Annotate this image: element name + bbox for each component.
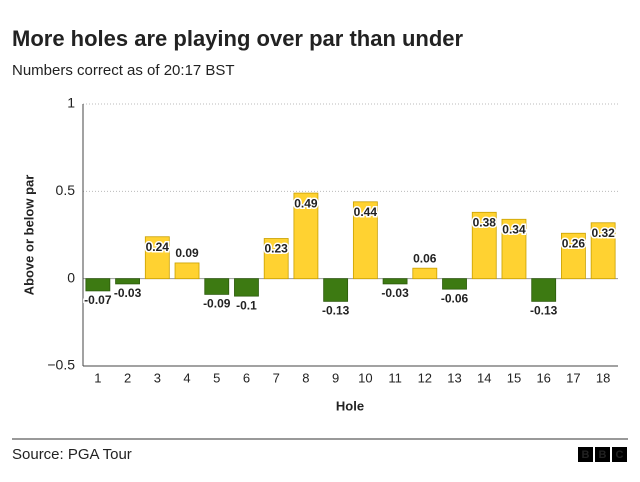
y-tick-label: 1 bbox=[67, 95, 75, 111]
logo-box bbox=[595, 447, 610, 462]
bar bbox=[501, 218, 527, 280]
x-tick-label: 1 bbox=[94, 370, 101, 385]
x-tick-label: 2 bbox=[124, 370, 131, 385]
bar bbox=[382, 278, 408, 285]
data-label: -0.09 bbox=[203, 297, 231, 311]
x-tick-label: 11 bbox=[388, 370, 402, 385]
data-label: -0.06 bbox=[441, 291, 469, 305]
logo-box bbox=[612, 447, 627, 462]
data-label: -0.1 bbox=[236, 298, 257, 312]
bar bbox=[204, 278, 230, 295]
x-axis-label: Hole bbox=[336, 398, 364, 413]
data-label: -0.13 bbox=[322, 304, 350, 318]
bar bbox=[323, 278, 349, 302]
x-tick-label: 12 bbox=[418, 370, 432, 385]
y-axis-label: Above or below par bbox=[21, 175, 36, 296]
bar bbox=[263, 238, 289, 280]
logo-letter: B bbox=[582, 449, 590, 461]
bar bbox=[590, 222, 616, 280]
x-tick-label: 4 bbox=[183, 370, 190, 385]
data-label: 0.06 bbox=[413, 251, 437, 265]
x-tick-label: 13 bbox=[447, 370, 461, 385]
bar bbox=[352, 201, 378, 280]
bar bbox=[234, 278, 259, 297]
source: Source: PGA Tour bbox=[12, 446, 132, 463]
data-label: 0.44 bbox=[354, 205, 378, 219]
bar bbox=[442, 278, 467, 290]
y-tick-label: 0 bbox=[67, 269, 75, 285]
y-tick-label: −0.5 bbox=[47, 357, 75, 373]
data-label: -0.13 bbox=[530, 304, 558, 318]
bar bbox=[115, 278, 140, 285]
data-label: 0.32 bbox=[591, 226, 615, 240]
data-label: -0.07 bbox=[84, 293, 112, 307]
bar bbox=[531, 278, 557, 302]
bar bbox=[561, 232, 586, 280]
x-tick-label: 14 bbox=[477, 370, 491, 385]
chart-subtitle: Numbers correct as of 20:17 BST bbox=[12, 62, 235, 79]
x-tick-label: 7 bbox=[273, 370, 280, 385]
x-tick-label: 3 bbox=[154, 370, 161, 385]
bar bbox=[471, 211, 497, 280]
y-tick-label: 0.5 bbox=[56, 182, 76, 198]
data-label: 0.23 bbox=[265, 242, 289, 256]
x-tick-label: 18 bbox=[596, 370, 610, 385]
bar bbox=[144, 236, 170, 280]
data-label: 0.34 bbox=[502, 222, 526, 236]
x-tick-label: 10 bbox=[358, 370, 372, 385]
logo-letter: B bbox=[599, 449, 607, 461]
x-tick-label: 16 bbox=[536, 370, 550, 385]
data-label: 0.09 bbox=[175, 246, 199, 260]
x-tick-label: 17 bbox=[566, 370, 580, 385]
x-tick-label: 15 bbox=[507, 370, 521, 385]
x-tick-label: 8 bbox=[302, 370, 309, 385]
data-label: 0.38 bbox=[473, 215, 497, 229]
chart-title: More holes are playing over par than und… bbox=[12, 26, 464, 51]
data-label: 0.24 bbox=[146, 240, 170, 254]
x-tick-label: 9 bbox=[332, 370, 339, 385]
bar bbox=[85, 278, 111, 292]
bar bbox=[412, 267, 438, 280]
x-tick-label: 6 bbox=[243, 370, 250, 385]
data-label: -0.03 bbox=[381, 286, 409, 300]
data-label: -0.03 bbox=[114, 286, 142, 300]
data-label: 0.49 bbox=[294, 196, 318, 210]
bar bbox=[293, 192, 319, 280]
logo-letter: C bbox=[616, 449, 624, 461]
x-tick-label: 5 bbox=[213, 370, 220, 385]
data-label: 0.26 bbox=[562, 236, 586, 250]
logo-box bbox=[578, 447, 593, 462]
bar bbox=[174, 262, 200, 280]
